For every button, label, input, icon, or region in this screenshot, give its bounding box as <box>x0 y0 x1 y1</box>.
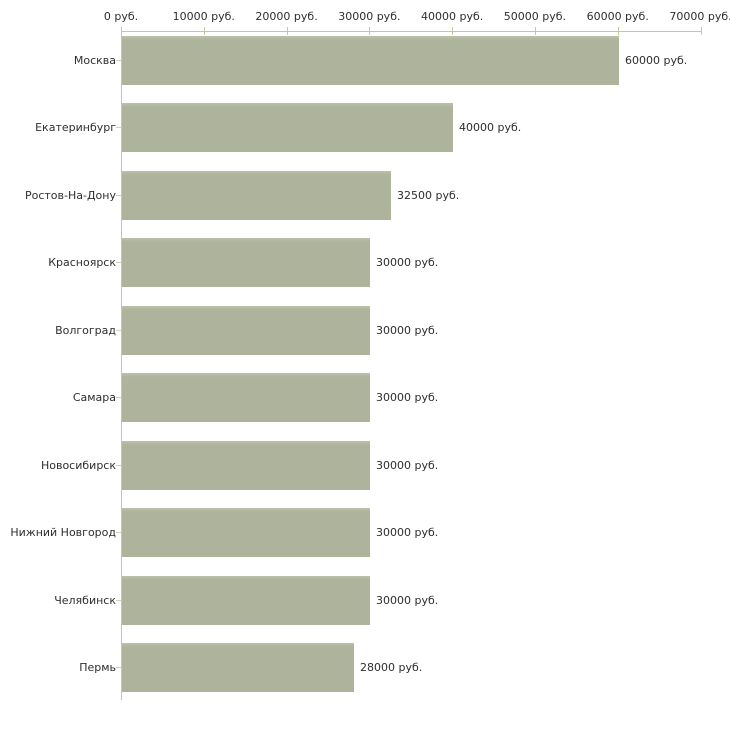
x-axis-tick-label: 0 руб. <box>103 10 139 23</box>
category-label: Нижний Новгород <box>10 526 116 539</box>
x-axis-tick-label: 20000 руб. <box>255 10 318 23</box>
value-label: 30000 руб. <box>376 324 439 337</box>
category-label: Самара <box>72 391 116 404</box>
category-label: Новосибирск <box>40 459 116 472</box>
bar <box>122 171 391 220</box>
x-axis-tick-label: 40000 руб. <box>421 10 484 23</box>
category-label: Челябинск <box>54 594 116 607</box>
category-tick <box>116 532 121 533</box>
x-axis-tick <box>701 27 702 35</box>
category-tick <box>116 195 121 196</box>
x-axis-tick <box>204 27 205 35</box>
x-axis-tick-label: 70000 руб. <box>669 10 730 23</box>
bar <box>122 306 370 355</box>
value-label: 30000 руб. <box>376 594 439 607</box>
x-axis-tick-label: 50000 руб. <box>503 10 567 23</box>
bar <box>122 238 370 287</box>
x-axis-tick <box>287 27 288 35</box>
category-label: Москва <box>73 54 116 67</box>
bar <box>122 103 453 152</box>
bar <box>122 576 370 625</box>
x-axis-line <box>121 31 701 32</box>
x-axis-tick <box>618 27 619 35</box>
x-axis-tick <box>369 27 370 35</box>
category-label: Пермь <box>79 661 116 674</box>
category-label: Красноярск <box>48 256 116 269</box>
bar <box>122 373 370 422</box>
value-label: 32500 руб. <box>397 189 460 202</box>
value-label: 30000 руб. <box>376 256 439 269</box>
category-label: Волгоград <box>55 324 116 337</box>
category-label: Ростов-На-Дону <box>24 189 116 202</box>
category-tick <box>116 667 121 668</box>
x-axis-tick-label: 60000 руб. <box>586 10 649 23</box>
x-axis-tick-label: 30000 руб. <box>338 10 401 23</box>
value-label: 40000 руб. <box>459 121 522 134</box>
bar <box>122 643 354 692</box>
category-tick <box>116 262 121 263</box>
category-label: Екатеринбург <box>35 121 116 134</box>
bar <box>122 508 370 557</box>
value-label: 30000 руб. <box>376 526 439 539</box>
bar <box>122 441 370 490</box>
category-tick <box>116 465 121 466</box>
y-axis-line <box>121 27 122 700</box>
bar <box>122 36 619 85</box>
x-axis-tick <box>535 27 536 35</box>
category-tick <box>116 127 121 128</box>
value-label: 30000 руб. <box>376 459 439 472</box>
category-tick <box>116 397 121 398</box>
x-axis-tick-label: 10000 руб. <box>172 10 235 23</box>
x-axis-tick <box>452 27 453 35</box>
category-tick <box>116 60 121 61</box>
category-tick <box>116 330 121 331</box>
category-tick <box>116 600 121 601</box>
value-label: 28000 руб. <box>360 661 423 674</box>
value-label: 30000 руб. <box>376 391 439 404</box>
value-label: 60000 руб. <box>625 54 688 67</box>
